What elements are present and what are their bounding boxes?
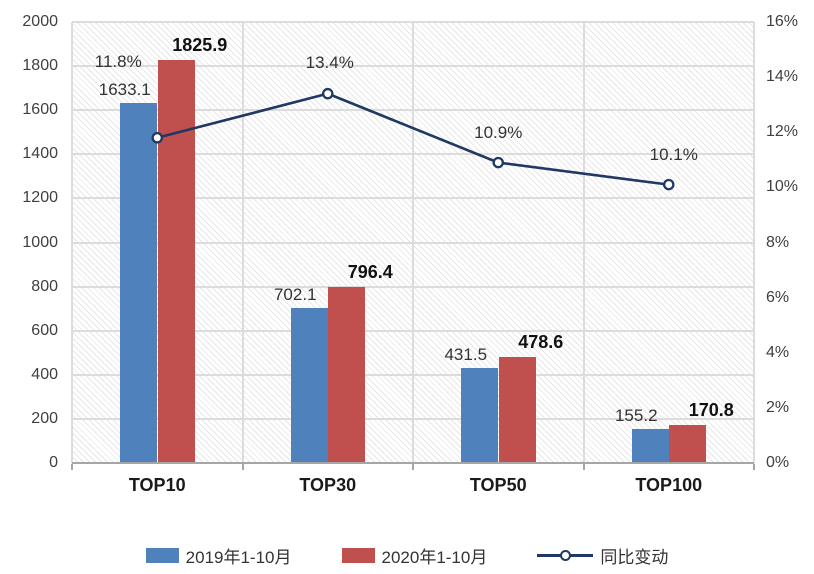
right-axis-tick-8%: 8% bbox=[766, 233, 790, 251]
value-label-2020-top100: 170.8 bbox=[688, 400, 734, 421]
yoy-label-top10: 11.8% bbox=[94, 51, 142, 71]
yoy-label-top100: 10.1% bbox=[649, 144, 698, 164]
yoy-marker-top30 bbox=[321, 87, 334, 100]
right-axis-tick-0%: 0% bbox=[766, 454, 790, 471]
value-label-2020-top50: 478.6 bbox=[518, 332, 564, 353]
x-axis-tick bbox=[241, 464, 244, 470]
value-label-2019-top30: 702.1 bbox=[273, 285, 317, 305]
yoy-marker-top50 bbox=[492, 156, 504, 169]
x-axis-tick bbox=[71, 464, 73, 470]
bar-2020-top30 bbox=[328, 287, 366, 463]
bar-2019-top10 bbox=[120, 102, 158, 463]
bar-2020-top50 bbox=[498, 357, 536, 463]
x-axis-tick bbox=[753, 464, 755, 470]
left-axis-tick-1200: 1200 bbox=[22, 189, 58, 207]
value-label-2019-top50: 431.5 bbox=[444, 344, 488, 364]
left-axis-tick-200: 200 bbox=[31, 409, 58, 427]
right-axis-tick-12%: 12% bbox=[766, 123, 799, 141]
right-axis-tick-16%: 16% bbox=[766, 13, 799, 30]
left-axis-tick-800: 800 bbox=[31, 277, 58, 295]
value-label-2019-top10: 1633.1 bbox=[98, 79, 151, 99]
legend-label-yoy: 同比变动 bbox=[600, 548, 669, 567]
legend-line-marker-icon bbox=[537, 548, 594, 563]
legend-item-yoy: 同比变动 bbox=[537, 543, 668, 568]
category-label-top10: TOP10 bbox=[128, 475, 186, 495]
legend-item-2019: 2019年1-10月 bbox=[145, 543, 292, 568]
x-axis-tick bbox=[412, 464, 414, 470]
value-label-2020-top10: 1825.9 bbox=[172, 35, 228, 56]
right-axis-tick-4%: 4% bbox=[766, 343, 790, 361]
left-axis-tick-600: 600 bbox=[31, 321, 58, 339]
yoy-line bbox=[156, 92, 669, 186]
gridline-vertical bbox=[412, 22, 414, 463]
category-label-top100: TOP100 bbox=[635, 475, 703, 495]
yoy-marker-top10 bbox=[151, 132, 163, 144]
legend-label-2019: 2019年1-10月 bbox=[185, 548, 292, 567]
yoy-label-top50: 10.9% bbox=[474, 122, 523, 142]
left-axis-tick-1600: 1600 bbox=[22, 101, 58, 119]
bar-2019-top50 bbox=[461, 367, 499, 463]
right-axis-tick-10%: 10% bbox=[766, 178, 799, 196]
right-axis-tick-2%: 2% bbox=[766, 398, 790, 416]
bar-2019-top30 bbox=[290, 308, 328, 463]
legend-swatch-red bbox=[341, 548, 375, 563]
value-label-2019-top100: 155.2 bbox=[614, 405, 658, 425]
bar-2020-top100 bbox=[669, 425, 707, 463]
gridline-vertical bbox=[753, 22, 755, 463]
legend-swatch-blue bbox=[145, 548, 179, 563]
bar-2019-top100 bbox=[631, 428, 669, 463]
left-axis-tick-2000: 2000 bbox=[22, 13, 58, 30]
right-axis-tick-14%: 14% bbox=[766, 68, 799, 86]
legend: 2019年1-10月 2020年1-10月 同比变动 bbox=[0, 543, 814, 568]
category-label-top50: TOP50 bbox=[469, 475, 527, 495]
gridline-vertical bbox=[241, 22, 244, 463]
yoy-label-top30: 13.4% bbox=[305, 52, 354, 72]
legend-label-2020: 2020年1-10月 bbox=[381, 548, 488, 567]
value-label-2020-top30: 796.4 bbox=[347, 262, 393, 283]
left-axis-tick-0: 0 bbox=[49, 454, 58, 471]
bar-2020-top10 bbox=[157, 60, 195, 463]
left-axis-tick-1000: 1000 bbox=[22, 233, 58, 251]
yoy-marker-top100 bbox=[663, 178, 675, 191]
right-axis-tick-6%: 6% bbox=[766, 288, 790, 306]
left-axis-tick-400: 400 bbox=[31, 365, 58, 383]
x-axis-line bbox=[72, 462, 754, 464]
category-label-top30: TOP30 bbox=[299, 475, 357, 495]
x-axis-tick bbox=[582, 464, 585, 470]
gridline-vertical bbox=[582, 22, 585, 463]
left-axis-tick-1400: 1400 bbox=[22, 145, 58, 163]
legend-item-2020: 2020年1-10月 bbox=[341, 543, 488, 568]
gridline-vertical bbox=[71, 22, 73, 463]
left-axis-tick-1800: 1800 bbox=[22, 57, 58, 75]
